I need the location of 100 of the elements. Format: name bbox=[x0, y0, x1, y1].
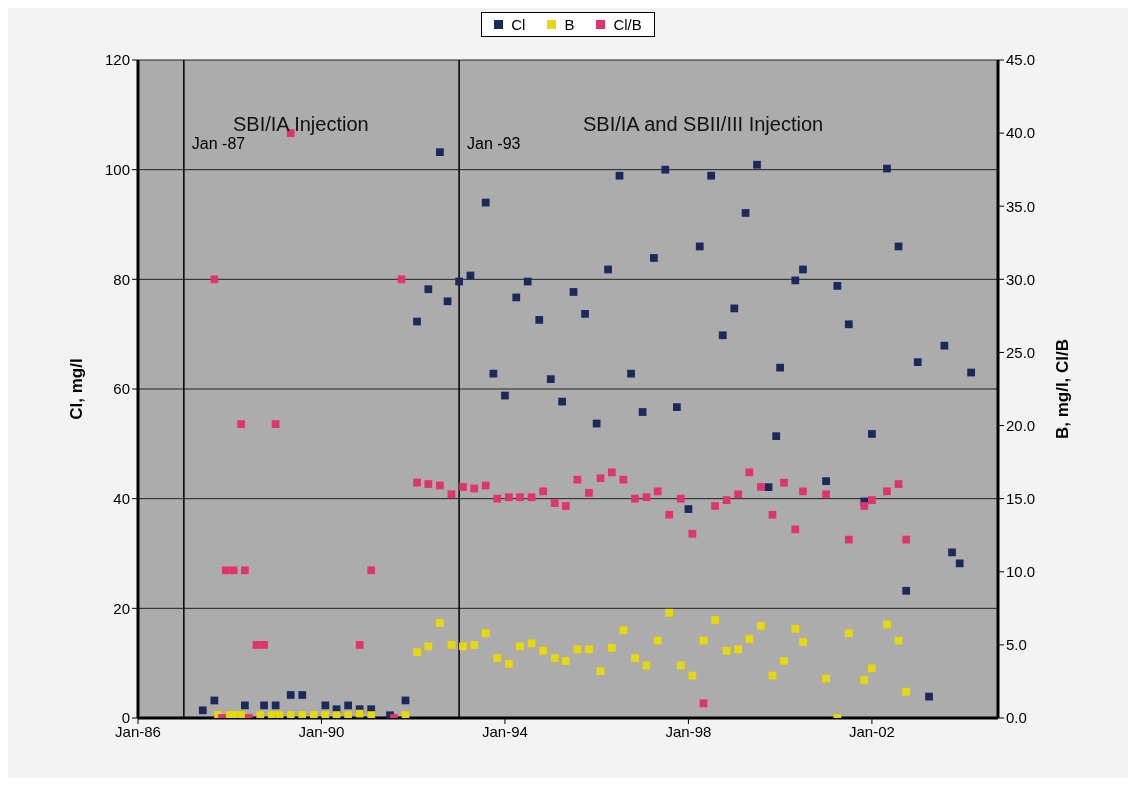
point bbox=[436, 481, 444, 490]
point bbox=[459, 483, 467, 491]
y2-tick-label: 30.0 bbox=[1006, 270, 1036, 288]
y-tick-label: 20 bbox=[113, 599, 130, 617]
point bbox=[768, 510, 777, 519]
point bbox=[256, 711, 265, 718]
point bbox=[550, 654, 559, 662]
point bbox=[607, 468, 616, 477]
point bbox=[355, 641, 364, 649]
x-tick-label: Jan-02 bbox=[848, 722, 895, 740]
point bbox=[665, 608, 674, 617]
point bbox=[780, 657, 788, 665]
point bbox=[516, 493, 524, 502]
point bbox=[550, 499, 559, 507]
point bbox=[642, 661, 651, 670]
ref-line-label: Jan -87 bbox=[191, 135, 246, 153]
point bbox=[309, 711, 318, 718]
point bbox=[711, 502, 719, 510]
point bbox=[527, 493, 536, 502]
point bbox=[619, 626, 628, 635]
point bbox=[688, 529, 697, 538]
point bbox=[902, 687, 911, 696]
point bbox=[860, 676, 869, 684]
point bbox=[722, 646, 731, 655]
point bbox=[275, 711, 284, 718]
legend-label: Cl bbox=[511, 16, 526, 33]
y2-tick-label: 25.0 bbox=[1006, 343, 1036, 361]
y2-tick-label: 5.0 bbox=[1006, 636, 1027, 654]
y2-tick-label: 15.0 bbox=[1006, 489, 1036, 507]
point bbox=[447, 490, 456, 499]
point bbox=[585, 488, 593, 497]
point bbox=[210, 275, 219, 284]
point bbox=[860, 502, 869, 510]
point bbox=[722, 496, 731, 504]
point bbox=[822, 490, 830, 499]
point bbox=[237, 420, 245, 428]
annotation: SBI/IA and SBII/III Injection bbox=[583, 113, 824, 136]
point bbox=[745, 635, 754, 643]
point bbox=[665, 510, 674, 519]
point bbox=[424, 480, 433, 488]
point bbox=[791, 624, 800, 633]
point bbox=[344, 711, 352, 718]
y2-tick-label: 20.0 bbox=[1006, 416, 1036, 434]
y2-tick-label: 35.0 bbox=[1006, 197, 1036, 215]
point bbox=[367, 711, 376, 718]
point bbox=[539, 487, 548, 496]
point bbox=[653, 487, 662, 496]
point bbox=[642, 493, 651, 502]
point bbox=[271, 420, 280, 428]
point bbox=[470, 641, 479, 649]
point bbox=[745, 468, 754, 477]
point bbox=[367, 566, 376, 575]
point bbox=[470, 484, 479, 493]
point bbox=[267, 711, 276, 718]
point bbox=[676, 494, 685, 503]
legend-label: B bbox=[564, 16, 575, 33]
point bbox=[734, 645, 743, 654]
point bbox=[585, 645, 593, 654]
point bbox=[573, 475, 582, 484]
point bbox=[868, 496, 876, 504]
point bbox=[883, 620, 891, 629]
point bbox=[676, 661, 685, 670]
point bbox=[653, 636, 662, 645]
y2-tick-label: 0.0 bbox=[1006, 709, 1027, 727]
point bbox=[229, 711, 238, 718]
point bbox=[844, 629, 853, 638]
y-tick-label: 120 bbox=[104, 51, 130, 69]
point bbox=[799, 487, 807, 496]
point bbox=[631, 654, 639, 662]
point bbox=[596, 667, 605, 676]
point bbox=[868, 664, 876, 673]
point bbox=[401, 711, 410, 718]
point bbox=[561, 502, 570, 510]
point bbox=[237, 711, 245, 718]
annotation: SBI/IA Injection bbox=[233, 113, 369, 136]
point bbox=[221, 566, 230, 575]
point bbox=[286, 711, 295, 718]
point bbox=[298, 711, 307, 718]
point bbox=[780, 478, 788, 487]
y2-tick-label: 10.0 bbox=[1006, 563, 1036, 581]
point bbox=[894, 480, 903, 488]
point bbox=[539, 646, 548, 655]
y-tick-label: 40 bbox=[113, 489, 130, 507]
point bbox=[688, 671, 697, 680]
point bbox=[711, 616, 719, 624]
point bbox=[734, 490, 743, 499]
y2-tick-label: 40.0 bbox=[1006, 124, 1036, 142]
point bbox=[902, 535, 911, 544]
point bbox=[493, 654, 502, 662]
point bbox=[757, 622, 765, 630]
point bbox=[481, 481, 490, 490]
point bbox=[321, 711, 330, 718]
point bbox=[799, 638, 807, 646]
point bbox=[516, 642, 524, 651]
point bbox=[241, 566, 249, 575]
point bbox=[229, 566, 238, 575]
point bbox=[436, 619, 444, 627]
y2-tick-label: 45.0 bbox=[1006, 51, 1036, 69]
point bbox=[459, 642, 467, 651]
point bbox=[757, 483, 765, 491]
